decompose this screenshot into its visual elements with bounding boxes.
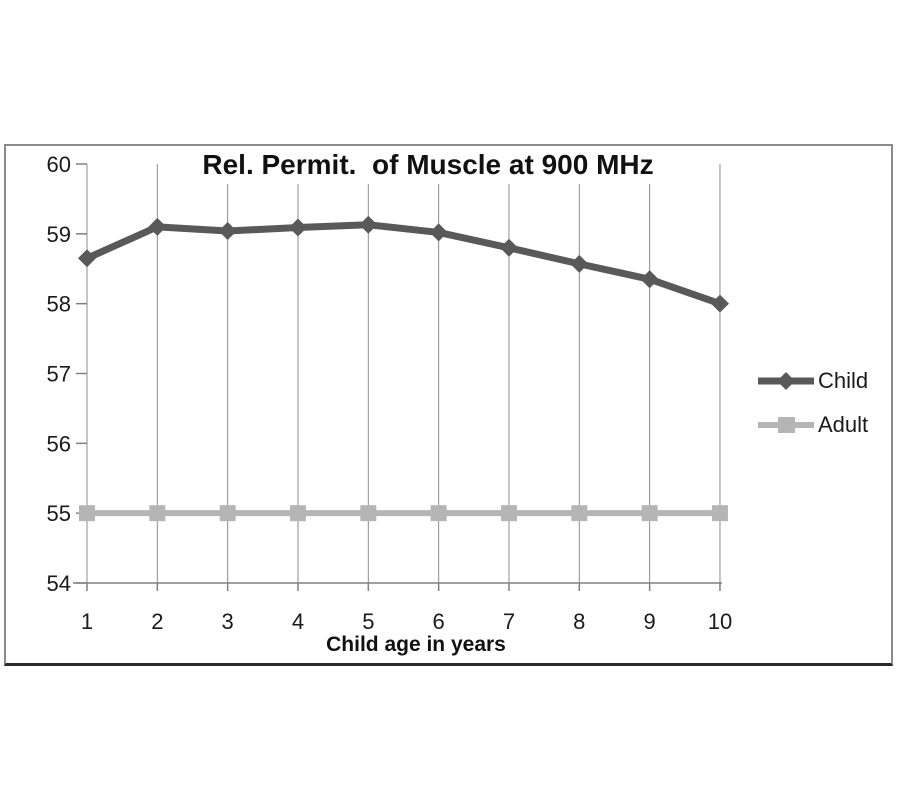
svg-text:57: 57 xyxy=(47,362,71,387)
svg-text:58: 58 xyxy=(47,292,71,317)
svg-text:9: 9 xyxy=(644,609,656,634)
legend-item-child: Child xyxy=(757,366,868,396)
svg-text:3: 3 xyxy=(222,609,234,634)
svg-text:54: 54 xyxy=(47,571,71,596)
svg-text:59: 59 xyxy=(47,222,71,247)
adult-series-sample-icon xyxy=(758,417,814,433)
svg-text:6: 6 xyxy=(433,609,445,634)
legend: Child Adult xyxy=(757,366,869,440)
svg-text:8: 8 xyxy=(573,609,585,634)
legend-label-adult: Adult xyxy=(818,412,869,437)
svg-text:2: 2 xyxy=(151,609,163,634)
svg-text:1: 1 xyxy=(81,609,93,634)
legend-item-adult: Adult xyxy=(757,410,868,440)
svg-text:5: 5 xyxy=(362,609,374,634)
legend-label-child: Child xyxy=(818,368,869,393)
svg-text:56: 56 xyxy=(47,431,71,456)
x-axis-title: Child age in years xyxy=(326,633,506,656)
svg-text:55: 55 xyxy=(47,501,71,526)
svg-text:7: 7 xyxy=(503,609,515,634)
svg-text:4: 4 xyxy=(292,609,304,634)
child-series-sample-icon xyxy=(758,372,814,390)
chart-title: Rel. Permit. of Muscle at 900 MHz xyxy=(160,146,696,184)
svg-text:60: 60 xyxy=(47,152,71,177)
svg-text:10: 10 xyxy=(708,609,732,634)
